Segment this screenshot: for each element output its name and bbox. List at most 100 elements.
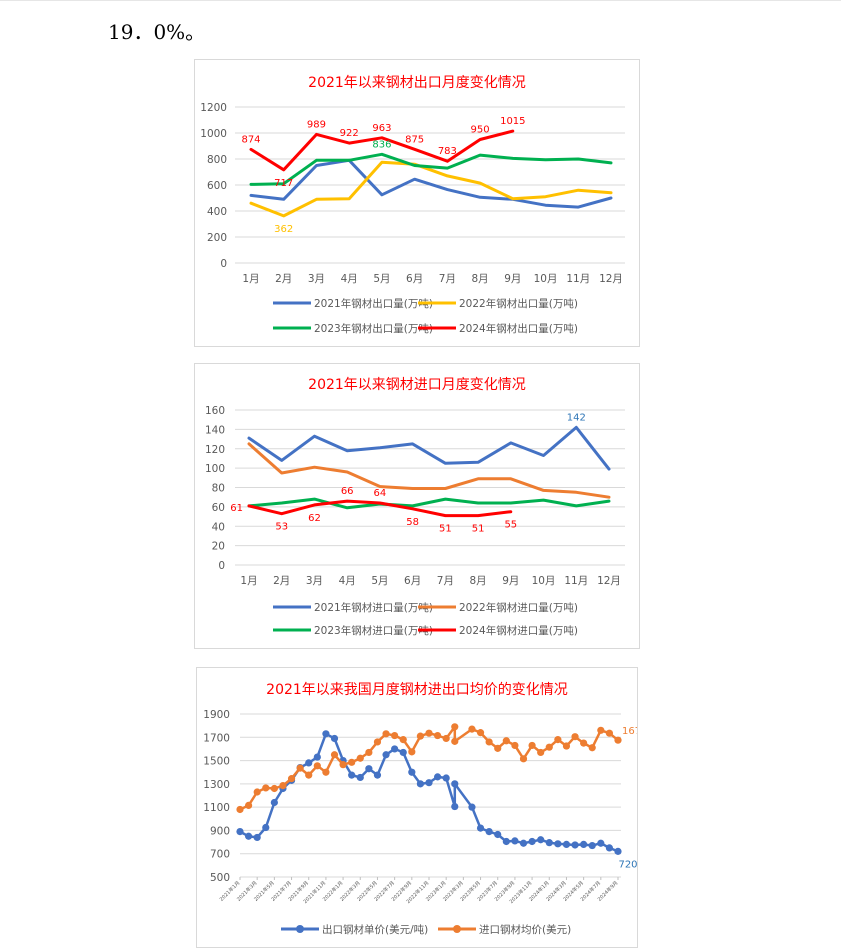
series-marker-1 — [391, 731, 399, 740]
series-marker-1 — [476, 729, 485, 737]
y-tick-label: 1100 — [203, 802, 230, 814]
series-marker-1 — [425, 729, 433, 737]
series-marker-0 — [425, 779, 433, 787]
y-tick-label: 600 — [207, 180, 227, 192]
series-marker-1 — [485, 738, 493, 746]
series-line-2 — [247, 497, 611, 510]
series-marker-1 — [537, 748, 545, 757]
y-tick-label: 20 — [212, 541, 225, 553]
series-marker-0 — [554, 840, 562, 848]
chart-steel-imports: 2021年以来钢材进口月度变化情况 0 20 40 60 80 100 120 140 160 1月… — [194, 363, 640, 649]
series-marker-0 — [330, 734, 339, 743]
x-tick-label: 12月 — [597, 575, 621, 587]
x-tick-label: 8月 — [471, 273, 488, 285]
chart-title: 2021年以来钢材进口月度变化情况 — [308, 377, 526, 393]
legend-label: 进口钢材均价(美元) — [479, 923, 571, 936]
x-tick-label: 1月 — [240, 575, 257, 587]
series-marker-1 — [330, 751, 339, 759]
series-marker-1 — [322, 768, 330, 776]
data-label: 875 — [405, 134, 424, 145]
x-tick-label: 10月 — [532, 575, 556, 587]
x-tick-label: 3月 — [306, 575, 323, 587]
y-tick-label: 0 — [218, 560, 225, 572]
x-tick-label: 5月 — [373, 273, 390, 285]
y-tick-label: 0 — [220, 258, 227, 270]
series-marker-0 — [519, 839, 528, 847]
series-marker-0 — [262, 823, 270, 832]
data-label: 58 — [406, 517, 419, 528]
data-label: 950 — [471, 125, 490, 136]
series-marker-1 — [296, 764, 304, 772]
chart-title: 2021年以来我国月度钢材进出口均价的变化情况 — [266, 682, 568, 698]
series-marker-1 — [588, 744, 596, 752]
x-tick-label: 1月 — [242, 273, 259, 285]
series-marker-1 — [244, 801, 253, 809]
series-marker-0 — [597, 839, 605, 847]
x-tick-label: 8月 — [469, 575, 486, 587]
series-marker-1 — [468, 725, 476, 733]
data-label: 989 — [307, 119, 326, 130]
legend-label: 2023年钢材出口量(万吨) — [314, 322, 433, 335]
series-marker-0 — [253, 833, 261, 842]
series-marker-1 — [279, 782, 287, 790]
series-marker-1 — [605, 729, 614, 737]
data-label: 61 — [230, 503, 243, 514]
series-marker-1 — [442, 734, 450, 743]
x-tick-label: 7月 — [437, 575, 454, 587]
x-tick-label: 3月 — [308, 273, 325, 285]
series-marker-1 — [356, 754, 364, 762]
series-marker-1 — [270, 784, 278, 793]
series-marker-1 — [313, 762, 321, 770]
series-marker-0 — [502, 837, 510, 846]
series-marker-1 — [373, 738, 382, 746]
series-line-1 — [247, 442, 611, 499]
lead-text: 19．0%。 — [108, 20, 206, 44]
series-marker-1 — [511, 741, 519, 750]
data-label: 362 — [274, 224, 293, 235]
series-marker-1 — [253, 788, 261, 796]
data-label: 874 — [241, 134, 260, 145]
chart-svg: 2021年以来钢材进口月度变化情况 0 20 40 60 80 100 120 140 160 1月… — [205, 377, 625, 637]
y-tick-label: 120 — [205, 444, 225, 456]
series-marker-1 — [528, 741, 536, 750]
series-marker-1 — [554, 736, 562, 744]
series-marker-1 — [562, 742, 571, 750]
y-tick-label: 700 — [210, 849, 230, 861]
legend-marker — [453, 925, 461, 933]
data-label: 717 — [274, 178, 293, 189]
series-marker-0 — [244, 832, 253, 840]
y-tick-label: 160 — [205, 405, 225, 417]
chart-steel-prices: 2021年以来我国月度钢材进出口均价的变化情况 500 700 900 1100 1300… — [196, 667, 638, 948]
series-marker-0 — [382, 751, 390, 759]
series-marker-0 — [305, 759, 313, 767]
series-marker-1 — [571, 733, 579, 741]
top-rule — [0, 0, 841, 1]
series-marker-0 — [451, 780, 459, 788]
legend-label: 2024年钢材出口量(万吨) — [459, 322, 578, 335]
series-marker-0 — [348, 771, 356, 779]
x-tick-label: 9月 — [502, 575, 519, 587]
y-tick-label: 1500 — [203, 756, 230, 768]
x-tick-label: 7月 — [439, 273, 456, 285]
chart-title: 2021年以来钢材出口月度变化情况 — [308, 75, 526, 91]
y-tick-label: 40 — [212, 521, 225, 533]
series-marker-1 — [597, 726, 605, 734]
series-marker-1 — [580, 739, 588, 747]
legend-label: 出口钢材单价(美元/吨) — [322, 923, 428, 936]
y-tick-label: 900 — [210, 825, 230, 837]
x-tick-label: 4月 — [339, 575, 356, 587]
series-marker-1 — [451, 723, 459, 731]
series-marker-0 — [408, 768, 416, 776]
data-label: 66 — [341, 486, 354, 497]
series-marker-1 — [408, 748, 416, 756]
y-tick-label: 1700 — [203, 732, 230, 744]
series-marker-1 — [545, 743, 553, 751]
series-marker-0 — [476, 824, 485, 832]
series-marker-0 — [313, 753, 321, 761]
series-marker-1 — [451, 737, 459, 745]
data-label: 1015 — [500, 116, 525, 127]
x-tick-label: 11月 — [564, 575, 588, 587]
series-marker-0 — [399, 748, 407, 757]
y-tick-label: 500 — [210, 872, 230, 884]
series-marker-0 — [528, 837, 536, 846]
